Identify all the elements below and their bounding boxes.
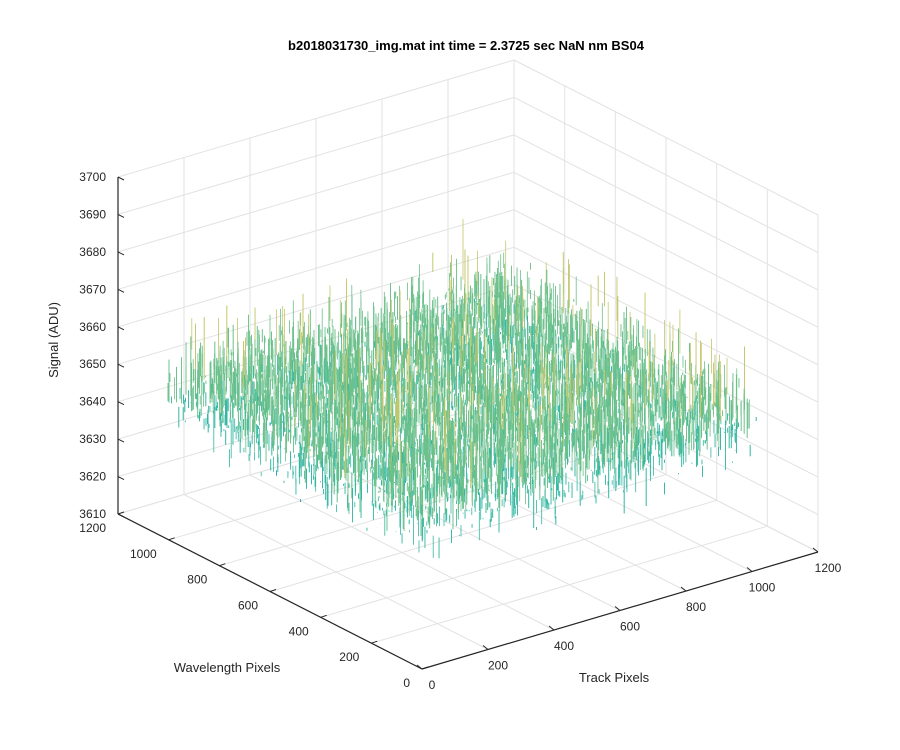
axes-grid <box>117 59 819 670</box>
grid-line <box>269 474 667 592</box>
signal-surface <box>167 218 757 559</box>
grid-line <box>371 525 768 644</box>
grid-line <box>320 499 717 618</box>
